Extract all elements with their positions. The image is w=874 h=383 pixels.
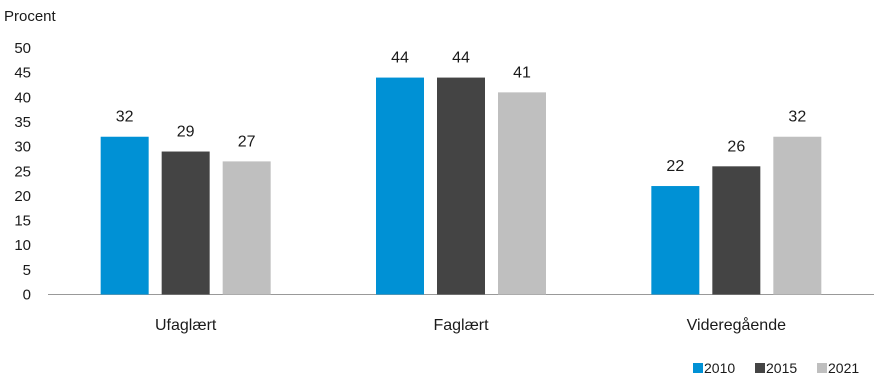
data-label-2015-1: 44 — [452, 50, 470, 67]
data-label-2010-0: 32 — [116, 109, 134, 126]
data-labels-group: 32 29 27 44 44 41 22 26 32 — [116, 50, 807, 175]
y-tick-label: 15 — [14, 213, 31, 230]
legend-swatch-2010 — [693, 363, 703, 373]
legend-swatch-2021 — [817, 363, 827, 373]
category-labels: Ufaglært Faglært Videregående — [155, 316, 786, 334]
y-tick-label: 20 — [14, 188, 31, 205]
y-tick-label: 5 — [23, 262, 31, 279]
bar-2021-1 — [498, 92, 546, 295]
bar-2010-0 — [100, 136, 149, 295]
bar-2021-0 — [222, 161, 271, 295]
data-label-2015-0: 29 — [177, 124, 195, 141]
legend-label-2010: 2010 — [704, 360, 735, 376]
data-label-2015-2: 26 — [727, 138, 745, 155]
data-label-2010-2: 22 — [666, 158, 684, 175]
y-tick-label: 50 — [14, 40, 31, 57]
bar-2015-0 — [161, 151, 210, 295]
category-label: Faglært — [433, 317, 489, 334]
y-tick-label: 30 — [14, 139, 31, 156]
legend-label-2015: 2015 — [766, 360, 797, 376]
y-axis-ticks: 0 5 10 15 20 25 30 35 40 45 50 — [14, 40, 31, 304]
legend: 2010 2015 2021 — [693, 360, 859, 376]
bar-2010-1 — [376, 77, 424, 295]
y-tick-label: 10 — [14, 237, 31, 254]
y-tick-label: 0 — [23, 287, 31, 304]
bars-group — [100, 77, 822, 295]
y-tick-label: 25 — [14, 163, 31, 180]
data-label-2021-1: 41 — [513, 64, 531, 81]
y-tick-label: 45 — [14, 65, 31, 82]
bar-2021-2 — [773, 136, 822, 295]
bar-2010-2 — [651, 186, 700, 295]
legend-label-2021: 2021 — [828, 360, 859, 376]
y-tick-label: 40 — [14, 89, 31, 106]
category-label: Ufaglært — [155, 317, 217, 334]
bar-2015-2 — [712, 166, 761, 295]
category-label: Videregående — [687, 316, 786, 334]
bar-2015-1 — [437, 77, 485, 295]
data-label-2010-1: 44 — [391, 50, 409, 67]
y-axis-label: Procent — [4, 8, 57, 25]
data-label-2021-0: 27 — [238, 133, 256, 150]
data-label-2021-2: 32 — [788, 109, 806, 126]
legend-swatch-2015 — [755, 363, 765, 373]
y-tick-label: 35 — [14, 114, 31, 131]
